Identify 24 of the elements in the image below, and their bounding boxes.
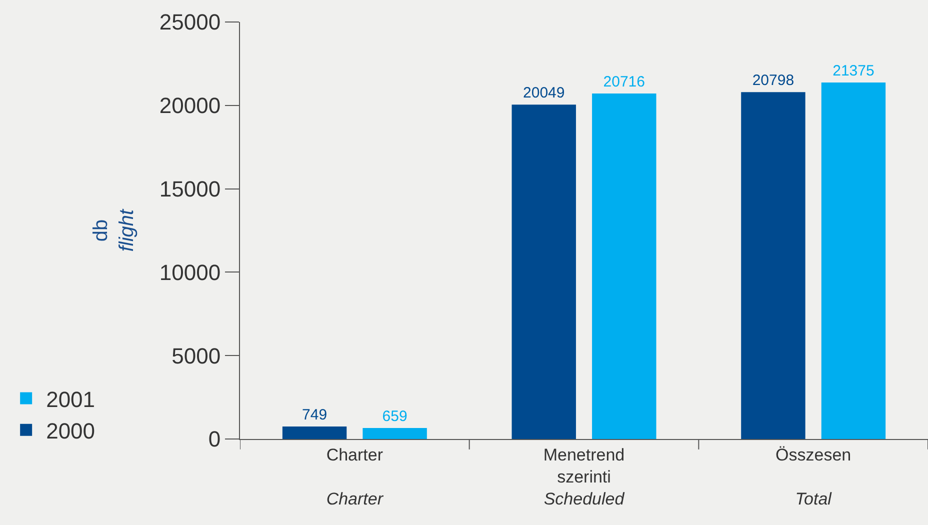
data-label: 749 [302, 406, 328, 424]
data-label: 659 [382, 408, 408, 426]
y-tick-label: 0 [208, 426, 221, 452]
data-label: 20716 [603, 73, 645, 90]
y-tick-label: 25000 [159, 10, 221, 35]
data-label: 20798 [752, 72, 794, 90]
y-axis-title: db flight [90, 208, 138, 252]
data-label: 21375 [832, 62, 874, 80]
bar [512, 104, 576, 439]
bar [821, 82, 886, 439]
y-tick-label: 15000 [159, 176, 221, 202]
data-label: 20049 [523, 84, 565, 102]
bar [282, 426, 347, 439]
bar [362, 428, 427, 439]
y-tick-label: 10000 [159, 260, 221, 285]
y-tick-label: 20000 [159, 93, 221, 118]
x-tick-label: Menetrend szerinti Scheduled [543, 445, 625, 509]
bar [592, 93, 656, 439]
category-label: Összesen Total [776, 445, 852, 509]
bar [741, 92, 806, 439]
y-tick-label: 5000 [172, 343, 221, 368]
legend-label: 2000 [46, 418, 96, 444]
legend-label: 2001 [46, 386, 96, 412]
category-label: Charter Charter [326, 445, 384, 509]
